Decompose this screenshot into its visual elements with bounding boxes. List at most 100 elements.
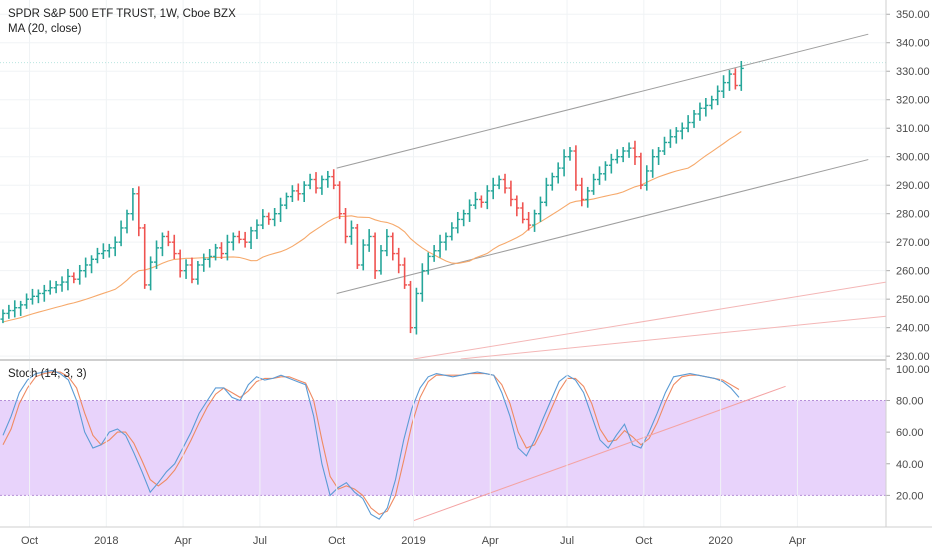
ohlc-bar bbox=[165, 230, 171, 247]
ohlc-bar bbox=[337, 181, 343, 220]
price-tick-label: 230.00 bbox=[896, 351, 930, 363]
ohlc-bar bbox=[685, 115, 691, 133]
stoch-axis[interactable]: 20.00 40.00 60.00 80.00 100.00 bbox=[886, 364, 930, 502]
ohlc-bar bbox=[573, 145, 579, 191]
ohlc-bar bbox=[656, 147, 662, 165]
ohlc-bar bbox=[384, 229, 390, 257]
stoch-band bbox=[0, 400, 886, 496]
stoch-trendline bbox=[413, 385, 786, 522]
price-tick-label: 310.00 bbox=[896, 123, 930, 135]
chart-title: SPDR S&P 500 ETF TRUST, 1W, Cboe BZX bbox=[8, 8, 236, 20]
ohlc-bar bbox=[502, 173, 508, 194]
ohlc-bar bbox=[77, 264, 83, 285]
ohlc-bar bbox=[662, 136, 667, 155]
time-tick-label: Oct bbox=[328, 535, 345, 547]
ohlc-bar bbox=[189, 257, 195, 284]
ohlc-bar bbox=[614, 149, 620, 164]
time-tick-label: Jul bbox=[560, 535, 574, 547]
ohlc-bar bbox=[425, 252, 431, 275]
moving-average bbox=[2, 131, 742, 323]
ohlc-bar bbox=[721, 75, 727, 99]
stoch-tick-label: 60.00 bbox=[896, 427, 924, 439]
ohlc-bar bbox=[148, 256, 154, 291]
ohlc-bar bbox=[242, 231, 248, 248]
time-tick-label: Oct bbox=[635, 535, 652, 547]
time-tick-label: Apr bbox=[482, 535, 499, 547]
ohlc-bar bbox=[608, 153, 614, 174]
ohlc-bar bbox=[154, 240, 160, 269]
ohlc-bar bbox=[219, 242, 224, 259]
ohlc-bar bbox=[266, 212, 272, 225]
ohlc-bar bbox=[213, 243, 219, 261]
price-axis[interactable]: 230.00 240.00 250.00 260.00 270.00 280.00 290.… bbox=[886, 9, 930, 363]
ohlc-bar bbox=[29, 288, 35, 305]
ohlc-bar bbox=[201, 253, 207, 272]
secondary-channel-line bbox=[413, 281, 887, 360]
price-pane[interactable]: 230.00 240.00 250.00 260.00 270.00 280.00 290.… bbox=[0, 0, 930, 363]
ohlc-bar bbox=[183, 259, 189, 279]
time-tick-label: Apr bbox=[175, 535, 192, 547]
price-tick-label: 260.00 bbox=[896, 266, 930, 278]
ohlc-bar bbox=[289, 185, 295, 203]
ohlc-bar bbox=[626, 142, 632, 158]
ohlc-bar bbox=[354, 223, 360, 269]
price-tick-label: 280.00 bbox=[896, 209, 930, 221]
ohlc-bar bbox=[248, 226, 254, 250]
ohlc-bar bbox=[738, 60, 744, 91]
ohlc-bar bbox=[467, 199, 473, 222]
ohlc-bar bbox=[715, 85, 721, 106]
ohlc-bar bbox=[12, 300, 18, 318]
ohlc-bar bbox=[230, 232, 236, 251]
ohlc-bar bbox=[408, 280, 414, 334]
ma-indicator-label[interactable]: MA (20, close) bbox=[8, 23, 82, 35]
price-tick-label: 300.00 bbox=[896, 152, 930, 164]
ohlc-bar bbox=[177, 249, 183, 278]
ohlc-bar bbox=[673, 127, 679, 144]
ohlc-bar bbox=[254, 219, 260, 240]
ohlc-bar bbox=[53, 280, 59, 294]
ohlc-bar bbox=[47, 280, 53, 295]
time-axis[interactable]: Oct 2018 Apr Jul Oct 2019 Apr Jul Oct 2020 Apr bbox=[21, 361, 806, 547]
ohlc-bar bbox=[18, 300, 24, 316]
stoch-k-line bbox=[2, 369, 740, 520]
ohlc-bar bbox=[496, 175, 502, 190]
ohlc-bar bbox=[171, 234, 177, 259]
ohlc-bar bbox=[644, 165, 650, 191]
ohlc-bar bbox=[638, 152, 644, 190]
ohlc-bar bbox=[537, 196, 543, 222]
stoch-label[interactable]: Stoch (14, 3, 3) bbox=[8, 368, 87, 380]
channel-upper-line bbox=[336, 33, 869, 169]
ohlc-bar bbox=[390, 232, 396, 261]
ohlc-bar bbox=[449, 222, 455, 241]
ohlc-bar bbox=[402, 257, 408, 289]
price-tick-label: 340.00 bbox=[896, 38, 930, 50]
ohlc-bar bbox=[709, 95, 715, 110]
ohlc-bar bbox=[24, 293, 30, 309]
ohlc-bar bbox=[490, 177, 496, 200]
ohlc-bar bbox=[597, 166, 603, 185]
ohlc-bar bbox=[413, 287, 419, 335]
ohlc-bar bbox=[41, 284, 47, 302]
time-tick-label: Jul bbox=[253, 535, 267, 547]
ohlc-bar bbox=[555, 162, 561, 184]
ohlc-bar bbox=[679, 122, 685, 140]
ohlc-bar bbox=[71, 272, 77, 284]
time-tick-label: 2019 bbox=[401, 535, 425, 547]
ohlc-bar bbox=[278, 197, 284, 222]
ohlc-bar bbox=[726, 70, 732, 91]
secondary-channel-line bbox=[460, 315, 887, 360]
ohlc-bar bbox=[106, 243, 112, 258]
ohlc-bar bbox=[520, 202, 526, 224]
stoch-pane[interactable]: 20.00 40.00 60.00 80.00 100.00 Stoch (14, 3,… bbox=[0, 364, 930, 522]
ohlc-bar bbox=[301, 181, 307, 203]
ohlc-bar bbox=[283, 192, 289, 210]
ohlc-bar bbox=[532, 209, 538, 232]
stoch-lines bbox=[2, 369, 786, 522]
ohlc-bar bbox=[260, 209, 266, 230]
stoch-tick-label: 100.00 bbox=[896, 364, 930, 376]
ohlc-bar bbox=[325, 170, 331, 188]
ohlc-bar bbox=[295, 183, 301, 201]
ohlc-bar bbox=[142, 223, 148, 289]
price-tick-label: 330.00 bbox=[896, 66, 930, 78]
